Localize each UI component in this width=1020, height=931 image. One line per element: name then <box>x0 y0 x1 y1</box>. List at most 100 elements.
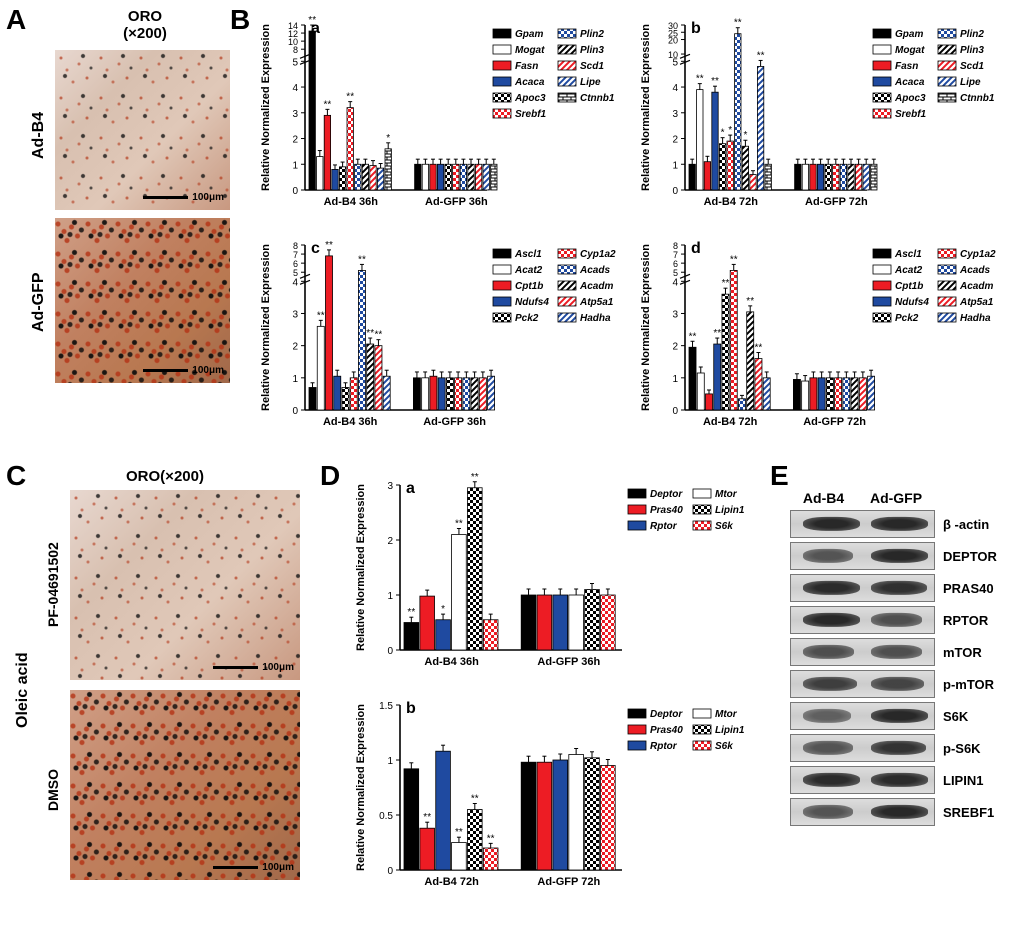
blot-strip <box>790 702 935 730</box>
svg-text:Ad-GFP 36h: Ad-GFP 36h <box>425 196 488 208</box>
chart-Db: b00.511.5Relative Normalized Expression*… <box>350 690 760 900</box>
blot-name: β -actin <box>943 517 989 532</box>
blot-row: PRAS40 <box>790 574 1015 602</box>
blot-name: PRAS40 <box>943 581 994 596</box>
svg-text:Gpam: Gpam <box>895 29 923 40</box>
svg-text:Pras40: Pras40 <box>650 505 683 516</box>
svg-text:Relative Normalized Expression: Relative Normalized Expression <box>355 704 367 871</box>
svg-text:Scd1: Scd1 <box>580 61 604 72</box>
svg-text:Relative Normalized Expression: Relative Normalized Expression <box>260 24 272 191</box>
svg-text:**: ** <box>324 99 332 110</box>
svg-text:Deptor: Deptor <box>650 709 683 720</box>
svg-text:Rptor: Rptor <box>650 521 678 532</box>
panel-label-b: B <box>230 4 250 36</box>
microA-mag: (×200) <box>123 25 167 42</box>
svg-text:Fasn: Fasn <box>515 61 538 72</box>
svg-text:Cpt1b: Cpt1b <box>515 281 543 292</box>
svg-text:**: ** <box>734 18 742 29</box>
svg-text:0: 0 <box>292 186 298 197</box>
svg-text:1: 1 <box>672 160 678 171</box>
svg-text:**: ** <box>711 76 719 87</box>
svg-text:2: 2 <box>292 342 298 353</box>
svg-text:30: 30 <box>668 21 678 31</box>
panel-label-a: A <box>6 4 26 36</box>
svg-text:**: ** <box>755 343 763 354</box>
svg-text:Plin2: Plin2 <box>960 29 984 40</box>
blot-strip <box>790 670 935 698</box>
blot-name: mTOR <box>943 645 982 660</box>
svg-text:Ad-B4 72h: Ad-B4 72h <box>704 196 759 208</box>
svg-text:**: ** <box>471 472 479 483</box>
panel-label-e: E <box>770 460 789 492</box>
blot-row: SREBF1 <box>790 798 1015 826</box>
blot-strip <box>790 798 935 826</box>
scale-bar-icon: 100μm <box>213 860 294 874</box>
svg-text:**: ** <box>730 254 738 265</box>
svg-text:Ad-GFP 72h: Ad-GFP 72h <box>803 416 866 428</box>
svg-text:Ascl1: Ascl1 <box>894 249 922 260</box>
svg-text:Acads: Acads <box>579 265 610 276</box>
svg-text:**: ** <box>713 328 721 339</box>
scale-bar-icon: 100μm <box>143 363 224 377</box>
microA-row1-label: Ad-B4 <box>30 60 48 210</box>
svg-text:Relative Normalized Expression: Relative Normalized Expression <box>640 24 652 191</box>
svg-text:0: 0 <box>672 186 678 197</box>
svg-text:Acat2: Acat2 <box>894 265 923 276</box>
svg-text:Cyp1a2: Cyp1a2 <box>580 249 616 260</box>
blot-strip <box>790 638 935 666</box>
svg-text:*: * <box>728 125 732 136</box>
svg-text:Apoc3: Apoc3 <box>514 93 546 104</box>
blot-name: DEPTOR <box>943 549 997 564</box>
svg-text:Atp5a1: Atp5a1 <box>959 297 994 308</box>
svg-text:2: 2 <box>672 135 678 146</box>
svg-text:Mtor: Mtor <box>715 489 738 500</box>
blot-row: LIPIN1 <box>790 766 1015 794</box>
svg-text:5: 5 <box>292 57 298 68</box>
panel-label-d: D <box>320 460 340 492</box>
svg-text:2: 2 <box>387 536 393 547</box>
svg-text:4: 4 <box>292 277 298 288</box>
svg-text:Ad-B4 72h: Ad-B4 72h <box>703 416 758 428</box>
svg-text:**: ** <box>722 278 730 289</box>
svg-text:*: * <box>386 133 390 144</box>
svg-text:Cyp1a2: Cyp1a2 <box>960 249 996 260</box>
svg-text:Ctnnb1: Ctnnb1 <box>580 93 615 104</box>
blot-strip <box>790 766 935 794</box>
svg-text:2: 2 <box>292 135 298 146</box>
blot-row: p-mTOR <box>790 670 1015 698</box>
svg-text:Mogat: Mogat <box>515 45 545 56</box>
svg-text:1: 1 <box>387 756 393 767</box>
svg-text:0: 0 <box>292 406 298 417</box>
svg-text:Mtor: Mtor <box>715 709 738 720</box>
microA-title-text: ORO <box>128 8 162 25</box>
blot-row: β -actin <box>790 510 1015 538</box>
blot-name: p-mTOR <box>943 677 994 692</box>
svg-text:3: 3 <box>672 309 678 320</box>
svg-text:Fasn: Fasn <box>895 61 918 72</box>
microC-img1: 100μm <box>70 490 300 680</box>
svg-text:Pras40: Pras40 <box>650 725 683 736</box>
svg-text:7: 7 <box>673 250 678 260</box>
svg-text:Acadm: Acadm <box>959 281 993 292</box>
svg-text:7: 7 <box>293 250 298 260</box>
svg-text:Cpt1b: Cpt1b <box>895 281 923 292</box>
microC-title: ORO(×200) <box>90 468 240 485</box>
svg-text:Pck2: Pck2 <box>895 313 919 324</box>
svg-text:Lipin1: Lipin1 <box>715 505 745 516</box>
blot-strip <box>790 734 935 762</box>
svg-text:Pck2: Pck2 <box>515 313 539 324</box>
svg-text:Deptor: Deptor <box>650 489 683 500</box>
svg-text:Lipe: Lipe <box>960 77 981 88</box>
microA-img2: 100μm <box>55 218 230 383</box>
svg-text:**: ** <box>689 331 697 342</box>
svg-text:Ad-B4 72h: Ad-B4 72h <box>424 876 479 888</box>
svg-text:Ctnnb1: Ctnnb1 <box>960 93 995 104</box>
scale-bar-icon: 100μm <box>143 190 224 204</box>
svg-text:4: 4 <box>672 83 678 94</box>
svg-text:Hadha: Hadha <box>960 313 991 324</box>
chart-Bc: c012345678Relative Normalized Expression… <box>255 230 625 440</box>
svg-text:Relative Normalized Expression: Relative Normalized Expression <box>355 484 367 651</box>
svg-text:Plin2: Plin2 <box>580 29 604 40</box>
svg-text:Mogat: Mogat <box>895 45 925 56</box>
blot-row: mTOR <box>790 638 1015 666</box>
